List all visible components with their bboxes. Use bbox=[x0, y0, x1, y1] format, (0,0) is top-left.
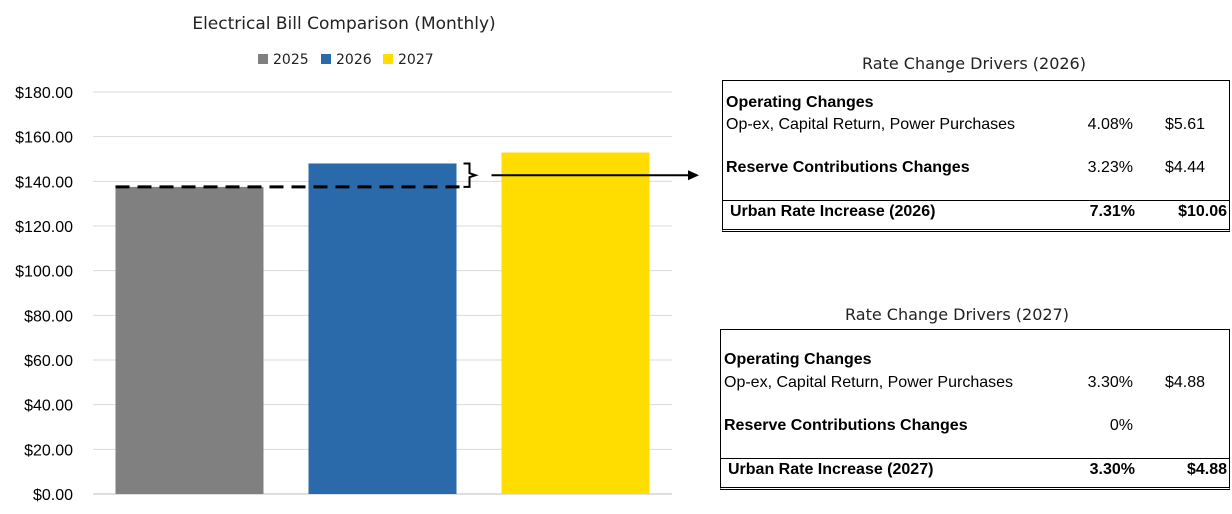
table-2027-title: Rate Change Drivers (2027) bbox=[845, 305, 1069, 324]
y-tick-label: $160.00 bbox=[15, 130, 73, 147]
row-label: Operating Changes bbox=[726, 94, 874, 111]
table-2027-row: Reserve Contributions Changes 0% bbox=[721, 416, 1229, 436]
total-label: Urban Rate Increase (2027) bbox=[728, 461, 934, 478]
row-amount: $5.61 bbox=[1164, 116, 1205, 133]
increase-bracket bbox=[463, 162, 479, 188]
arrow-head bbox=[688, 170, 699, 181]
bar-2026 bbox=[308, 163, 457, 494]
y-axis-ticks: $0.00 $20.00 $40.00 $60.00 $80.00 $100.00 $120… bbox=[15, 85, 73, 504]
table-2026-row: Op-ex, Capital Return, Power Purchases 4… bbox=[723, 115, 1229, 135]
row-label: Reserve Contributions Changes bbox=[724, 417, 968, 434]
bar-2027 bbox=[501, 152, 650, 495]
y-tick-label: $100.00 bbox=[15, 264, 73, 281]
table-2026-title: Rate Change Drivers (2026) bbox=[862, 54, 1086, 73]
total-amount: $4.88 bbox=[1186, 461, 1227, 478]
y-tick-label: $20.00 bbox=[24, 442, 73, 459]
y-tick-label: $80.00 bbox=[24, 308, 73, 325]
y-tick-label: $120.00 bbox=[15, 219, 73, 236]
total-percent: 3.30% bbox=[1089, 461, 1135, 478]
table-2026: Operating Changes Op-ex, Capital Return,… bbox=[722, 80, 1230, 232]
table-2026-row: Reserve Contributions Changes 3.23% $4.4… bbox=[723, 158, 1229, 178]
row-label: Op-ex, Capital Return, Power Purchases bbox=[726, 116, 1016, 133]
legend-swatch bbox=[321, 54, 331, 64]
y-tick-label: $180.00 bbox=[15, 85, 73, 102]
row-label: Reserve Contributions Changes bbox=[726, 159, 970, 176]
increase-annotation bbox=[115, 162, 699, 189]
legend-swatch bbox=[258, 54, 268, 64]
row-percent: 3.30% bbox=[1087, 374, 1133, 391]
table-2027-row: Op-ex, Capital Return, Power Purchases 3… bbox=[721, 373, 1229, 393]
row-amount: $4.44 bbox=[1164, 159, 1205, 176]
chart-title: Electrical Bill Comparison (Monthly) bbox=[192, 14, 495, 34]
total-amount: $10.06 bbox=[1178, 203, 1227, 220]
legend-label: 2025 bbox=[273, 52, 309, 68]
table-2026-total-row: Urban Rate Increase (2026) 7.31% $10.06 bbox=[723, 202, 1229, 222]
total-percent: 7.31% bbox=[1089, 203, 1135, 220]
bill-comparison-chart: Electrical Bill Comparison (Monthly) 202… bbox=[15, 14, 699, 504]
chart-bars bbox=[115, 152, 650, 495]
y-tick-label: $40.00 bbox=[24, 398, 73, 415]
row-label: Operating Changes bbox=[724, 351, 872, 368]
table-2027: Operating Changes Op-ex, Capital Return,… bbox=[720, 329, 1230, 490]
row-percent: 4.08% bbox=[1087, 116, 1133, 133]
table-2026-row: Operating Changes bbox=[723, 93, 1229, 113]
total-separator bbox=[723, 200, 1229, 201]
y-tick-label: $60.00 bbox=[24, 353, 73, 370]
total-label: Urban Rate Increase (2026) bbox=[730, 203, 936, 220]
chart-legend: 2025 2026 2027 bbox=[258, 52, 434, 68]
legend-swatch bbox=[383, 54, 393, 64]
row-amount: $4.88 bbox=[1164, 374, 1205, 391]
table-2027-row: Operating Changes bbox=[721, 350, 1229, 370]
row-percent: 3.23% bbox=[1087, 159, 1133, 176]
row-percent: 0% bbox=[1109, 417, 1133, 434]
legend-label: 2027 bbox=[398, 52, 434, 68]
legend-label: 2026 bbox=[336, 52, 372, 68]
row-label: Op-ex, Capital Return, Power Purchases bbox=[724, 374, 1014, 391]
total-separator bbox=[721, 458, 1229, 459]
table-2027-total-row: Urban Rate Increase (2027) 3.30% $4.88 bbox=[721, 460, 1229, 480]
y-tick-label: $0.00 bbox=[33, 487, 73, 504]
bar-2025 bbox=[115, 186, 264, 494]
y-tick-label: $140.00 bbox=[15, 174, 73, 191]
